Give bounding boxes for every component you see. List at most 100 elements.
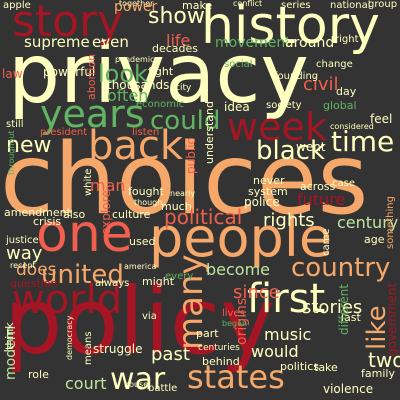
word-movement: movement <box>215 35 291 51</box>
word-went: went <box>296 140 326 154</box>
word-society: society <box>266 100 302 111</box>
word-national: national <box>330 0 371 11</box>
word-government: government <box>385 282 399 356</box>
word-series: series <box>281 0 311 11</box>
word-often: often <box>107 86 149 105</box>
word-throughout: throughout <box>7 130 16 175</box>
word-feel: feel <box>370 112 393 126</box>
word-democracy: democracy <box>65 315 74 360</box>
word-different: different <box>337 284 351 335</box>
word-much: much <box>161 200 192 213</box>
word-listen: listen <box>132 127 160 138</box>
word-century: century <box>337 213 399 232</box>
word-united: united <box>41 260 124 290</box>
word-group: group <box>368 0 398 10</box>
word-pandemic: pandemic <box>115 55 155 64</box>
word-social: social <box>224 59 253 70</box>
word-week: week <box>227 105 327 149</box>
word-question: question <box>10 277 58 290</box>
word-public: public <box>184 137 198 174</box>
word-founding: founding <box>274 71 319 82</box>
word-two: two <box>368 348 400 372</box>
word-violence: violence <box>323 382 374 396</box>
word-something: something <box>385 196 396 249</box>
word-new: new <box>6 133 52 158</box>
word-day: day <box>336 85 357 98</box>
word-policy: policy <box>4 268 275 375</box>
word-recent: recent <box>10 261 36 270</box>
word-states: states <box>187 358 285 396</box>
word-law: law <box>2 67 23 81</box>
word-economic: economic <box>136 99 185 110</box>
word-age: age <box>364 233 385 246</box>
word-way: way <box>6 243 43 264</box>
word-thousands: thousands <box>107 78 170 92</box>
word-president: president <box>40 127 88 138</box>
word-might: might <box>142 275 175 288</box>
word-story: story <box>12 0 124 47</box>
word-battle: battle <box>148 383 178 394</box>
word-rights: rights <box>263 210 315 231</box>
word-would: would <box>251 342 299 361</box>
word-music: music <box>264 325 312 344</box>
word-house: house <box>124 380 149 389</box>
word-came: came <box>321 228 332 256</box>
word-understand: understand <box>203 101 216 164</box>
word-justice: justice <box>6 235 39 246</box>
word-nearly: nearly <box>170 189 196 198</box>
word-people: people <box>149 206 333 269</box>
word-part: part <box>196 327 219 340</box>
word-role: role <box>28 368 49 381</box>
word-powerful: powerful <box>43 65 96 79</box>
word-man: man <box>90 176 126 195</box>
word-idea: idea <box>224 100 250 114</box>
word-decades: decades <box>152 42 199 55</box>
word-future: future <box>297 190 346 209</box>
word-country: country <box>291 253 391 283</box>
word-could: could <box>150 106 221 136</box>
word-supreme: supreme <box>24 33 90 51</box>
word-stories: stories <box>302 297 363 318</box>
word-become: become <box>206 260 271 279</box>
word-explore: explore <box>99 190 113 235</box>
word-lives: lives <box>222 308 245 319</box>
word-white: white <box>83 168 94 196</box>
word-past: past <box>151 344 190 365</box>
word-one: one <box>36 204 133 264</box>
word-make: make <box>182 0 213 12</box>
word-america: america <box>124 262 157 271</box>
word-time: time <box>331 125 395 158</box>
word-political: political <box>164 205 243 229</box>
word-look: look <box>98 60 148 88</box>
word-even: even <box>92 33 129 51</box>
word-right: right <box>335 34 359 45</box>
word-struggle: struggle <box>93 342 143 356</box>
word-privacy: privacy <box>8 27 309 122</box>
word-first: first <box>247 276 326 322</box>
word-city: city <box>175 83 192 93</box>
word-fight: fight <box>148 65 174 78</box>
word-together: together <box>119 0 154 8</box>
word-every: every <box>165 271 194 282</box>
word-means: means <box>83 331 94 365</box>
word-show: show <box>148 4 205 29</box>
word-conflict: conflict <box>233 0 263 8</box>
word-years: years <box>40 92 145 136</box>
word-still: still <box>6 119 24 130</box>
word-apple: apple <box>3 0 31 11</box>
word-considered: considered <box>330 122 374 131</box>
word-also: also <box>63 208 86 221</box>
word-via: via <box>142 311 157 322</box>
word-does: does <box>16 260 57 280</box>
word-behind: behind <box>202 355 240 368</box>
word-global: global <box>323 99 357 112</box>
word-choices: choices <box>0 123 369 237</box>
word-used: used <box>129 235 156 248</box>
word-across: across <box>300 180 336 193</box>
word-world: world <box>12 277 123 323</box>
word-around: around <box>285 35 335 51</box>
word-abortion: abortion <box>85 53 98 100</box>
word-black: black <box>256 136 326 166</box>
word-amendment: amendment <box>4 206 71 219</box>
